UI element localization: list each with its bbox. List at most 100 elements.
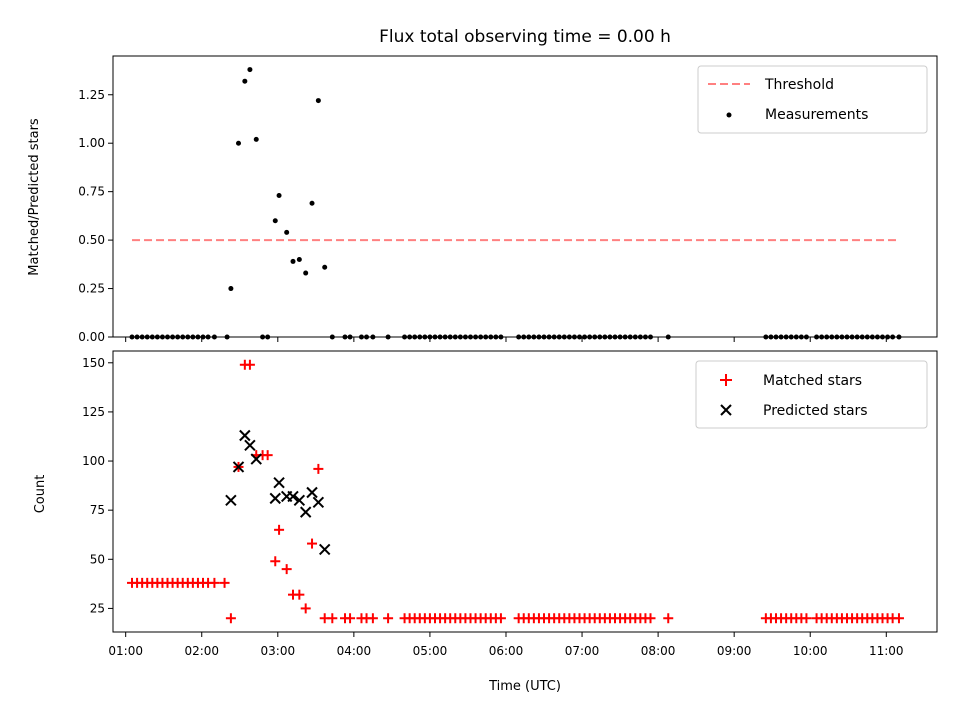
x-axis-label: Time (UTC) bbox=[488, 679, 561, 694]
x-tick-label: 06:00 bbox=[489, 644, 524, 658]
predicted-stars-point bbox=[239, 429, 251, 442]
legend-matched-label: Matched stars bbox=[763, 373, 862, 389]
x-b bbox=[250, 453, 262, 465]
predicted-stars-point bbox=[299, 506, 312, 518]
predicted-stars-point bbox=[232, 461, 245, 473]
x-b bbox=[239, 429, 251, 442]
predicted-stars-point bbox=[225, 494, 237, 507]
measurement-point bbox=[272, 218, 278, 224]
y-tick-label: 0.25 bbox=[78, 282, 105, 296]
matched-stars-point bbox=[327, 613, 338, 624]
measurement-point bbox=[290, 258, 296, 264]
x-tick-label: 09:00 bbox=[717, 644, 752, 658]
predicted-stars-point bbox=[250, 453, 262, 465]
matched-stars-point bbox=[663, 613, 674, 624]
matched-stars-point bbox=[219, 577, 230, 588]
matched-stars-point bbox=[367, 613, 378, 624]
matched-stars-point bbox=[225, 613, 236, 624]
y-tick-label: 1.25 bbox=[78, 88, 105, 102]
predicted-stars-point bbox=[273, 476, 285, 489]
matched-stars-point bbox=[244, 359, 255, 370]
y-tick-label: 25 bbox=[90, 601, 105, 615]
matched-stars-point bbox=[893, 613, 904, 624]
matched-stars-point bbox=[307, 538, 318, 549]
measurement-point bbox=[242, 78, 248, 84]
x-b bbox=[273, 476, 285, 489]
predicted-stars-point bbox=[312, 496, 325, 509]
matched-stars-point bbox=[383, 613, 394, 624]
matched-stars-point bbox=[274, 524, 285, 535]
x-tick-label: 05:00 bbox=[413, 644, 448, 658]
x-b bbox=[306, 486, 318, 499]
measurement-point bbox=[309, 200, 315, 206]
x-tick-label: 08:00 bbox=[641, 644, 676, 658]
measurement-point bbox=[228, 286, 234, 292]
measurement-point bbox=[253, 136, 259, 142]
x-b bbox=[269, 492, 281, 505]
matched-stars-point bbox=[495, 613, 506, 624]
x-b bbox=[232, 461, 245, 473]
predicted-stars-point bbox=[287, 490, 299, 503]
measurement-point bbox=[322, 264, 328, 270]
y-tick-label: 100 bbox=[82, 454, 105, 468]
x-b bbox=[299, 506, 312, 518]
y-tick-label: 1.00 bbox=[78, 136, 105, 150]
y-tick-label: 125 bbox=[82, 405, 105, 419]
bottom-panel: 25 50 75 100 125 150 01:00 02:00 03:00 04:00 05:00… bbox=[33, 350, 938, 694]
matched-stars-point bbox=[262, 450, 273, 461]
top-legend-box bbox=[697, 65, 928, 134]
measurement-point bbox=[247, 67, 253, 73]
chart-title: Flux total observing time = 0.00 h bbox=[379, 27, 671, 47]
measurement-point bbox=[236, 140, 242, 146]
measurement-point bbox=[284, 229, 290, 235]
predicted-stars-point bbox=[269, 492, 281, 505]
measurement-point bbox=[296, 256, 302, 262]
x-b bbox=[312, 496, 325, 509]
top-legend: Threshold Measurements bbox=[697, 65, 928, 134]
x-b bbox=[293, 494, 306, 507]
predicted-stars-point bbox=[318, 543, 331, 556]
legend-measurements-label: Measurements bbox=[765, 107, 868, 123]
matched-stars-point bbox=[209, 577, 220, 588]
matched-stars-point bbox=[345, 613, 356, 624]
matched-stars-point bbox=[270, 556, 281, 567]
legend-measurements-swatch bbox=[726, 112, 732, 118]
predicted-stars-point bbox=[293, 494, 306, 507]
x-b bbox=[318, 543, 331, 556]
predicted-stars-point bbox=[306, 486, 318, 499]
x-b bbox=[225, 494, 237, 507]
matched-stars-point bbox=[281, 564, 292, 575]
measurement-point bbox=[315, 98, 321, 104]
y-tick-label: 50 bbox=[90, 552, 105, 566]
x-tick-label: 01:00 bbox=[108, 644, 143, 658]
x-tick-label: 02:00 bbox=[184, 644, 219, 658]
matched-stars-point bbox=[300, 603, 311, 614]
legend-predicted-label: Predicted stars bbox=[763, 403, 868, 419]
x-b bbox=[244, 439, 256, 452]
bottom-legend-box bbox=[695, 360, 928, 429]
y-tick-label: 0.00 bbox=[78, 330, 105, 344]
x-tick-label: 04:00 bbox=[337, 644, 372, 658]
x-tick-label: 10:00 bbox=[793, 644, 828, 658]
matched-stars-point bbox=[645, 613, 656, 624]
y-tick-label: 75 bbox=[90, 503, 105, 517]
legend-predicted-swatch bbox=[720, 404, 732, 416]
x-tick-label: 11:00 bbox=[869, 644, 904, 658]
y-tick-label: 0.75 bbox=[78, 185, 105, 199]
legend-matched-swatch bbox=[720, 374, 732, 386]
top-panel: 0.00 0.25 0.50 0.75 1.00 1.25 Matched/Predict… bbox=[27, 55, 938, 344]
matched-stars-point bbox=[294, 589, 305, 600]
predicted-stars-point bbox=[244, 439, 256, 452]
y-tick-label: 0.50 bbox=[78, 233, 105, 247]
matched-stars-point bbox=[801, 613, 812, 624]
measurement-point bbox=[303, 270, 309, 276]
top-y-axis-label: Matched/Predicted stars bbox=[27, 118, 42, 276]
bottom-legend: Matched stars Predicted stars bbox=[695, 360, 928, 429]
y-tick-label: 150 bbox=[82, 356, 105, 370]
x-b bbox=[287, 490, 299, 503]
top-panel-frame bbox=[112, 55, 938, 338]
matched-stars-point bbox=[313, 463, 324, 474]
x-tick-label: 03:00 bbox=[261, 644, 296, 658]
legend-threshold-label: Threshold bbox=[764, 77, 834, 93]
